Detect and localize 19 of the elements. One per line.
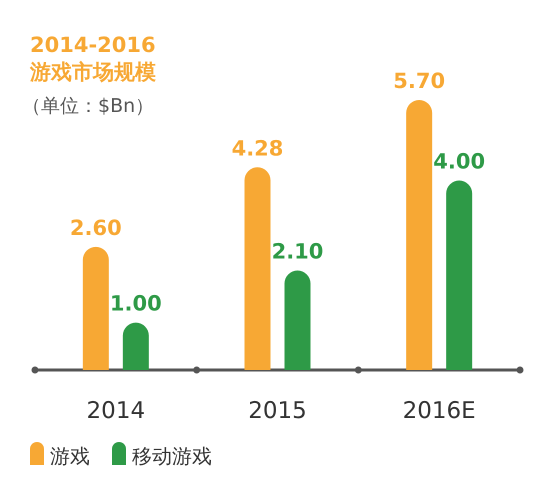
legend-label: 游戏 xyxy=(50,444,90,468)
data-label: 5.70 xyxy=(393,69,446,93)
data-label: 4.00 xyxy=(433,150,486,174)
legend-label: 移动游戏 xyxy=(132,444,212,468)
bar xyxy=(406,100,432,370)
bar xyxy=(284,270,310,370)
bar xyxy=(122,322,149,370)
bar xyxy=(244,167,270,370)
data-label: 1.00 xyxy=(110,292,162,316)
data-label: 4.28 xyxy=(232,136,284,160)
chart-subtitle: （单位：$Bn） xyxy=(22,95,154,117)
bar xyxy=(446,180,472,370)
chart-title: 2014-2016 游戏市场规模 xyxy=(29,33,156,84)
data-label: 2.60 xyxy=(70,216,122,240)
x-tick-label: 2015 xyxy=(248,398,307,424)
bar xyxy=(82,246,109,370)
data-label: 2.10 xyxy=(272,240,324,264)
x-tick-label: 2016E xyxy=(402,398,476,424)
x-tick-label: 2014 xyxy=(86,398,146,424)
